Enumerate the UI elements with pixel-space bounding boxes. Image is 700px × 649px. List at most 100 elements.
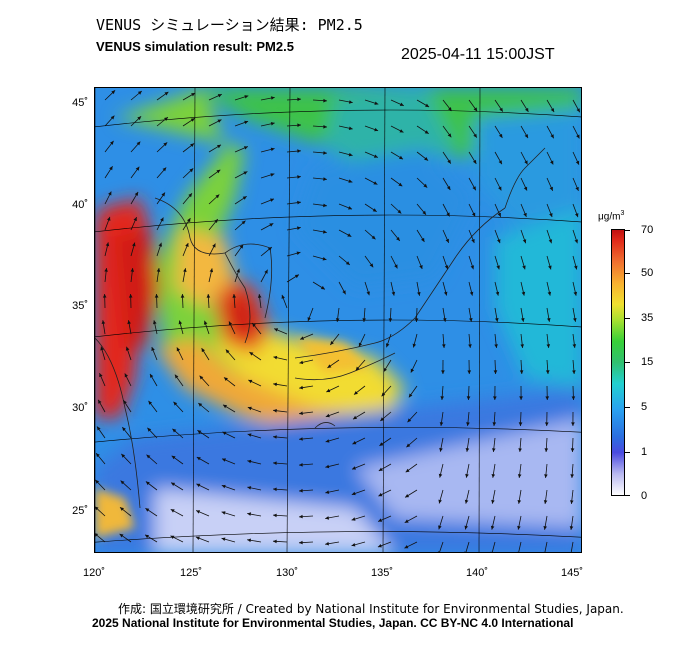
wind-arrow-head	[491, 499, 495, 504]
wind-arrow-head	[374, 127, 379, 132]
pm25-field	[95, 88, 581, 552]
wind-arrow-head	[347, 233, 352, 237]
lon-label-125: 125˚	[179, 567, 203, 579]
wind-arrow-head	[522, 239, 527, 244]
wind-arrow-head	[446, 212, 450, 217]
wind-arrow-head	[299, 411, 303, 415]
wind-arrow-head	[158, 242, 162, 247]
wind-arrow-head	[443, 318, 447, 322]
wind-arrow-head	[574, 265, 578, 270]
wind-arrow-head	[404, 545, 409, 549]
colorbar-tickmark	[625, 452, 630, 453]
wind-arrow-head	[348, 152, 353, 157]
wind-arrow-head	[570, 448, 575, 452]
wind-arrow-head	[273, 513, 277, 518]
wind-arrow-head	[399, 129, 404, 133]
wind-arrow-head	[419, 265, 423, 269]
wind-arrow-head	[549, 213, 553, 217]
wind-arrow-head	[550, 160, 554, 165]
wind-arrow-head	[391, 291, 396, 296]
wind-arrow-head	[145, 481, 150, 486]
wind-arrow-head	[348, 126, 353, 130]
wind-arrow-head	[498, 186, 502, 191]
wind-arrow-head	[547, 291, 552, 296]
wind-arrow-head	[273, 461, 277, 465]
wind-arrow-head	[125, 346, 130, 351]
colorbar-tick-35: 35	[641, 312, 654, 324]
wind-arrow-head	[120, 480, 125, 485]
wind-arrow-head	[548, 265, 552, 270]
wind-arrow-head	[362, 318, 366, 322]
wind-arrow-head	[299, 488, 303, 493]
wind-arrow-head	[146, 454, 151, 459]
copyright-text: 2025 National Institute for Environmenta…	[92, 616, 574, 630]
wind-arrow-head	[445, 238, 449, 243]
wind-arrow-head	[267, 247, 272, 251]
wind-arrow-head	[522, 265, 526, 270]
wind-arrow-head	[221, 484, 226, 489]
wind-arrow-head	[407, 418, 412, 423]
wind-arrow	[439, 541, 444, 552]
colorbar-tick-70: 70	[641, 224, 654, 236]
wind-arrow-head	[228, 321, 233, 326]
wind-arrow-head	[148, 400, 153, 405]
graticule	[95, 88, 581, 552]
colorbar-tickmark	[625, 318, 630, 319]
wind-arrow-head	[374, 101, 379, 105]
wind-arrow-head	[191, 93, 196, 97]
wind-arrow-head	[468, 344, 472, 348]
wind-arrow-head	[497, 212, 501, 217]
wind-arrow-head	[214, 219, 218, 223]
wind-arrow-head	[330, 341, 334, 345]
wind-arrow-head	[576, 108, 580, 113]
wind-arrow-head	[404, 519, 409, 523]
wind-arrow-head	[378, 467, 383, 471]
wind-arrow-head	[408, 393, 413, 398]
wind-arrow-head	[550, 134, 554, 139]
wind-arrow-head	[300, 336, 305, 340]
wind-arrow-head	[110, 140, 114, 145]
wind-arrow-head	[273, 409, 277, 413]
wind-arrow-head	[388, 318, 393, 322]
coastlines	[95, 147, 546, 509]
wind-arrow-head	[399, 102, 404, 106]
wind-arrow-head	[354, 391, 358, 395]
wind-arrow-head	[355, 366, 360, 371]
wind-arrow-head	[373, 154, 378, 158]
wind-arrow-head	[417, 292, 421, 296]
wind-arrow-head	[351, 491, 356, 496]
wind-arrow-head	[524, 160, 528, 165]
wind-arrow-head	[164, 117, 168, 121]
wind-arrow-head	[471, 212, 476, 217]
wind-arrow-head	[161, 192, 165, 197]
wind-arrow-head	[323, 125, 327, 129]
wind-arrow-head	[197, 430, 202, 434]
wind-arrow-head	[543, 551, 544, 552]
wind-arrow-head	[270, 147, 275, 152]
lat-label-25: 25˚	[72, 505, 88, 517]
wind-arrow-head	[128, 294, 133, 298]
wind-arrow-head	[299, 463, 303, 467]
wind-arrow-head	[122, 427, 126, 431]
wind-arrow-head	[222, 458, 226, 462]
wind-arrow-head	[443, 291, 448, 296]
wind-arrow-head	[523, 212, 527, 217]
wind-arrow-head	[574, 239, 578, 244]
wind-arrow-head	[273, 435, 277, 439]
wind-arrow-head	[196, 510, 201, 514]
wind-arrow-head	[437, 551, 440, 552]
wind-arrow-head	[162, 167, 167, 172]
wind-arrow-head	[518, 448, 522, 452]
title-jp: VENUS シミュレーション結果: PM2.5	[96, 16, 363, 34]
lat-label-45: 45˚	[72, 97, 88, 109]
wind-arrow-head	[215, 194, 220, 199]
wind-arrow-head	[441, 370, 445, 374]
lon-label-135: 135˚	[370, 567, 394, 579]
wind-arrow-head	[297, 226, 301, 230]
wind-arrow-head	[252, 323, 256, 327]
wind-arrow-head	[572, 370, 576, 374]
wind-arrow-head	[281, 294, 285, 299]
wind-arrow-head	[121, 453, 126, 458]
wind-arrow-head	[98, 399, 102, 404]
wind-arrow-head	[135, 166, 140, 171]
